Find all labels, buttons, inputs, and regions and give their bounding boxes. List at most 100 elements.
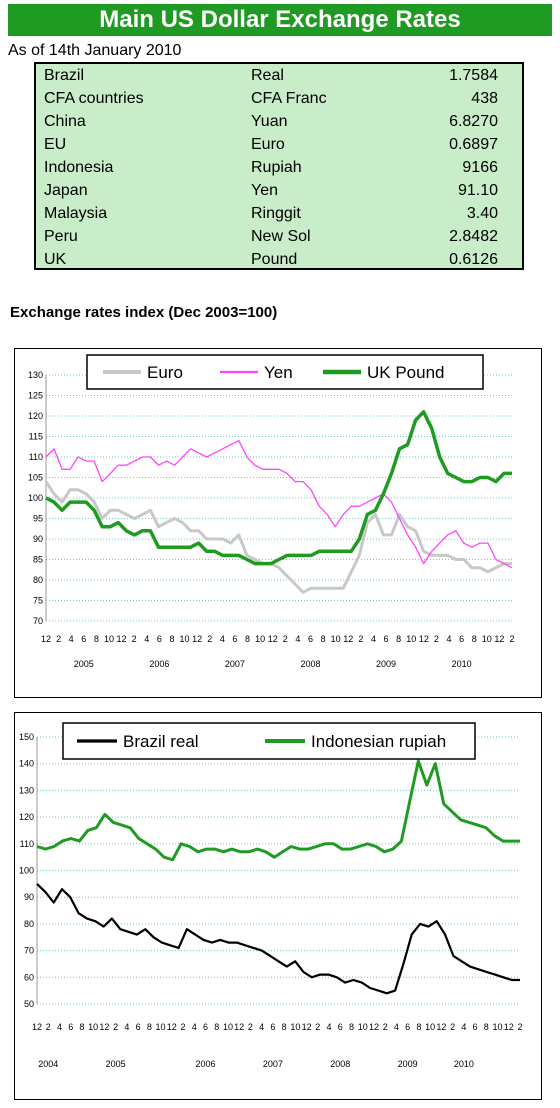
x-tick-label: 2: [56, 634, 61, 644]
x-tick-label: 4: [461, 1022, 466, 1032]
rate-row: UK Pound 0.6126: [36, 249, 522, 272]
x-tick-label: 2: [450, 1022, 455, 1032]
rate-value: 0.6126: [449, 251, 498, 268]
rate-value: 438: [471, 90, 498, 107]
x-tick-label: 2: [181, 1022, 186, 1032]
x-tick-label: 4: [69, 634, 74, 644]
y-tick-label: 80: [24, 919, 34, 929]
x-tick-label: 6: [232, 634, 237, 644]
series-line-indonesian-rupiah: [36, 759, 520, 862]
x-tick-label: 4: [447, 634, 452, 644]
legend-label: UK Pound: [367, 363, 445, 382]
rate-row: Brazil Real 1.7584: [36, 65, 522, 88]
rate-row: EU Euro 0.6897: [36, 134, 522, 157]
rate-value: 2.8482: [449, 228, 498, 245]
currency-name: New Sol: [251, 228, 311, 245]
x-tick-label: 12: [504, 1022, 514, 1032]
y-tick-label: 85: [33, 555, 43, 565]
currency-name: Yen: [251, 182, 278, 199]
x-tick-label: 2: [46, 1022, 51, 1032]
x-tick-label: 2: [113, 1022, 118, 1032]
as-of-date: As of 14th January 2010: [8, 42, 182, 59]
currency-name: Rupiah: [251, 159, 302, 176]
year-label: 2006: [195, 1059, 215, 1069]
x-tick-label: 4: [394, 1022, 399, 1032]
country-name: Japan: [44, 182, 88, 199]
x-tick-label: 10: [493, 1022, 503, 1032]
country-name: Brazil: [44, 67, 85, 84]
country-name: CFA countries: [44, 90, 144, 107]
currency-name: Euro: [251, 136, 285, 153]
year-label: 2009: [398, 1059, 418, 1069]
country-name: Indonesia: [44, 159, 114, 176]
x-tick-label: 8: [321, 634, 326, 644]
year-label: 2010: [454, 1059, 474, 1069]
chart-euro-yen-pound: 70 75 80 85 90 95 100 105 110 115 120 125 130 12 2 4 6 8 1…: [14, 348, 542, 698]
x-tick-label: 2: [434, 634, 439, 644]
country-name: EU: [44, 136, 67, 153]
year-label: 2005: [106, 1059, 126, 1069]
y-tick-label: 150: [19, 732, 34, 742]
x-tick-label: 4: [371, 634, 376, 644]
x-tick-label: 12: [302, 1022, 312, 1032]
x-tick-label: 4: [327, 1022, 332, 1032]
x-tick-label: 10: [331, 634, 341, 644]
y-tick-label: 125: [28, 391, 43, 401]
x-tick-label: 12: [41, 634, 51, 644]
x-tick-label: 8: [396, 634, 401, 644]
x-tick-label: 4: [295, 634, 300, 644]
x-tick-label: 10: [156, 1022, 166, 1032]
y-tick-label: 110: [20, 839, 34, 849]
currency-name: Ringgit: [251, 205, 301, 222]
rate-value: 0.6897: [449, 136, 498, 153]
rate-value: 91.10: [457, 182, 498, 199]
x-tick-label: 10: [290, 1022, 300, 1032]
y-tick-label: 130: [28, 370, 43, 380]
x-tick-label: 12: [117, 634, 127, 644]
x-tick-label: 4: [144, 634, 149, 644]
x-tick-label: 8: [214, 1022, 219, 1032]
y-tick-label: 100: [28, 493, 43, 503]
x-tick-label: 6: [203, 1022, 208, 1032]
y-tick-label: 90: [24, 892, 34, 902]
series-line-euro: [44, 480, 512, 594]
rate-value: 3.40: [466, 205, 498, 222]
x-tick-label: 6: [308, 634, 313, 644]
year-label: 2007: [263, 1059, 283, 1069]
x-tick-label: 6: [338, 1022, 343, 1032]
rate-value: 9166: [462, 159, 498, 176]
x-tick-label: 12: [369, 1022, 379, 1032]
x-tick-label: 10: [406, 634, 416, 644]
y-tick-label: 90: [33, 534, 43, 544]
country-name: UK: [44, 251, 67, 268]
x-tick-label: 8: [472, 634, 477, 644]
x-tick-label: 12: [99, 1022, 109, 1032]
x-tick-label: 4: [124, 1022, 129, 1032]
x-tick-label: 12: [192, 634, 202, 644]
rate-row: Malaysia Ringgit 3.40: [36, 203, 522, 226]
x-tick-label: 10: [255, 634, 265, 644]
currency-name: Real: [251, 67, 284, 84]
x-tick-label: 10: [482, 634, 492, 644]
x-tick-label: 10: [180, 634, 190, 644]
x-tick-label: 4: [220, 634, 225, 644]
x-tick-label: 2: [207, 634, 212, 644]
chart-section-heading: Exchange rates index (Dec 2003=100): [10, 304, 278, 321]
year-label: 2008: [300, 659, 320, 669]
rate-value: 6.8270: [449, 113, 498, 130]
y-tick-label: 70: [24, 946, 34, 956]
country-name: Malaysia: [44, 205, 108, 222]
legend-label: Yen: [264, 363, 293, 382]
x-tick-label: 2: [132, 634, 137, 644]
x-tick-label: 4: [192, 1022, 197, 1032]
x-tick-label: 6: [136, 1022, 141, 1032]
x-tick-label: 12: [494, 634, 504, 644]
year-label: 2006: [149, 659, 169, 669]
x-tick-label: 6: [384, 634, 389, 644]
year-label: 2009: [376, 659, 396, 669]
y-tick-label: 120: [28, 411, 43, 421]
x-tick-label: 12: [234, 1022, 244, 1032]
x-tick-label: 6: [405, 1022, 410, 1032]
x-tick-label: 10: [88, 1022, 98, 1032]
